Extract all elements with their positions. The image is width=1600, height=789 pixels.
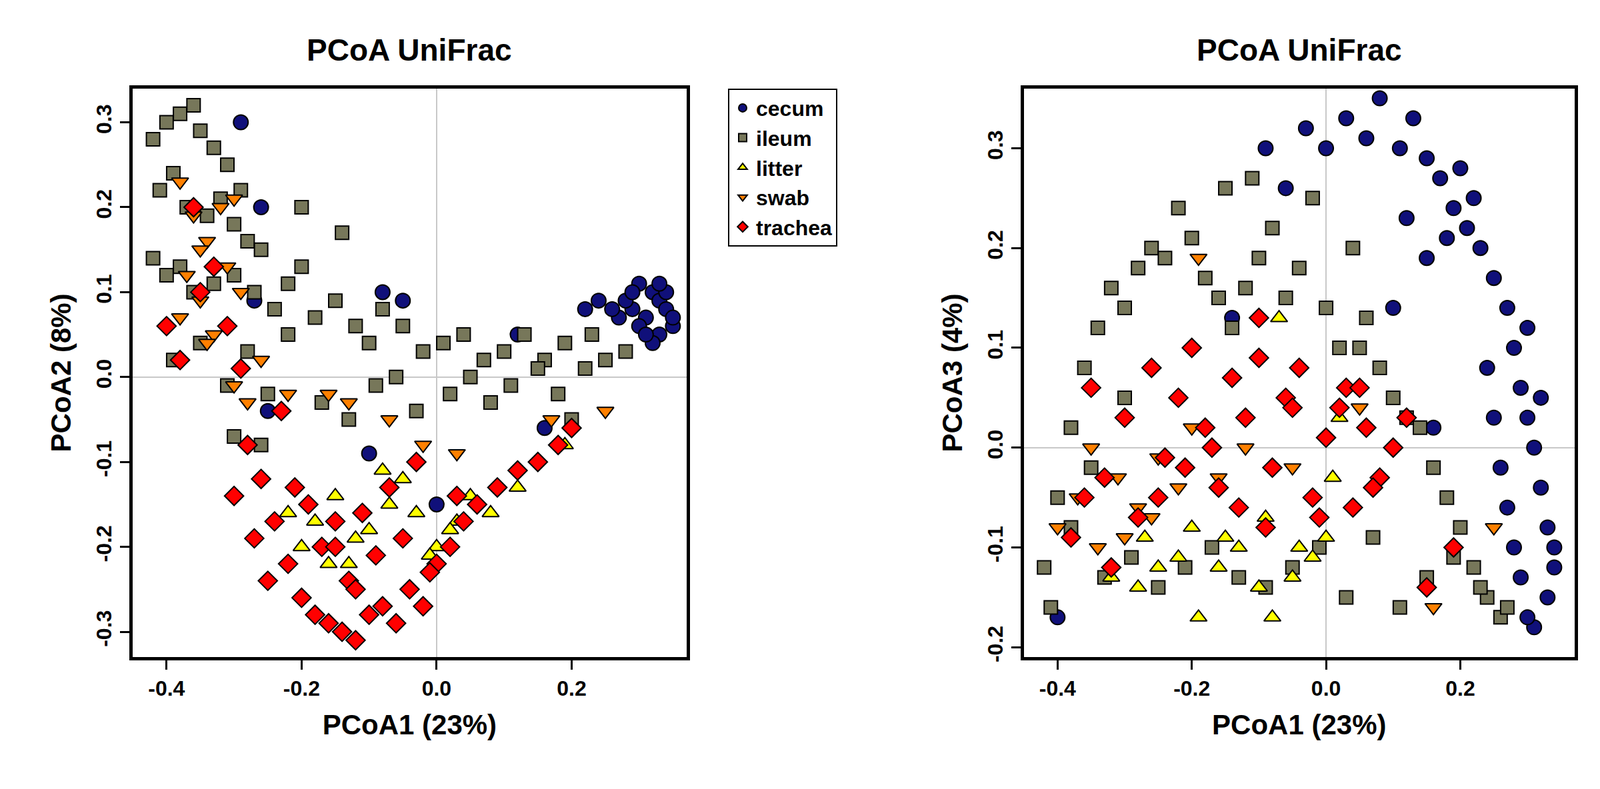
svg-text:-0.1: -0.1 [983, 526, 1008, 563]
svg-text:PCoA3 (4%): PCoA3 (4%) [936, 293, 968, 452]
svg-text:0.2: 0.2 [556, 676, 586, 701]
svg-text:0.2: 0.2 [92, 189, 116, 219]
svg-text:litter: litter [756, 156, 802, 181]
svg-text:0.2: 0.2 [983, 230, 1008, 260]
svg-text:PCoA UniFrac: PCoA UniFrac [306, 32, 512, 68]
svg-text:0.1: 0.1 [983, 330, 1008, 360]
svg-text:0.3: 0.3 [983, 130, 1008, 160]
svg-text:-0.2: -0.2 [1173, 676, 1210, 701]
svg-text:0.3: 0.3 [92, 104, 116, 134]
svg-text:trachea: trachea [756, 216, 832, 240]
svg-text:-0.1: -0.1 [92, 440, 116, 478]
svg-text:PCoA2 (8%): PCoA2 (8%) [45, 293, 77, 452]
svg-text:0.0: 0.0 [422, 676, 452, 701]
svg-text:swab: swab [756, 186, 810, 210]
svg-text:-0.4: -0.4 [1039, 676, 1076, 701]
svg-text:0.1: 0.1 [92, 274, 116, 304]
svg-text:-0.2: -0.2 [283, 676, 320, 701]
svg-text:PCoA1 (23%): PCoA1 (23%) [322, 709, 497, 741]
svg-text:-0.4: -0.4 [148, 676, 185, 701]
svg-text:-0.2: -0.2 [983, 626, 1008, 663]
svg-text:PCoA UniFrac: PCoA UniFrac [1196, 32, 1402, 68]
svg-text:0.2: 0.2 [1445, 676, 1475, 701]
svg-text:cecum: cecum [756, 96, 824, 121]
svg-text:0.0: 0.0 [983, 430, 1008, 460]
svg-text:ileum: ileum [756, 126, 812, 151]
svg-text:0.0: 0.0 [92, 359, 116, 389]
svg-text:0.0: 0.0 [1311, 676, 1341, 701]
svg-text:-0.2: -0.2 [92, 525, 116, 562]
svg-text:-0.3: -0.3 [92, 610, 116, 648]
svg-text:PCoA1 (23%): PCoA1 (23%) [1212, 709, 1386, 741]
